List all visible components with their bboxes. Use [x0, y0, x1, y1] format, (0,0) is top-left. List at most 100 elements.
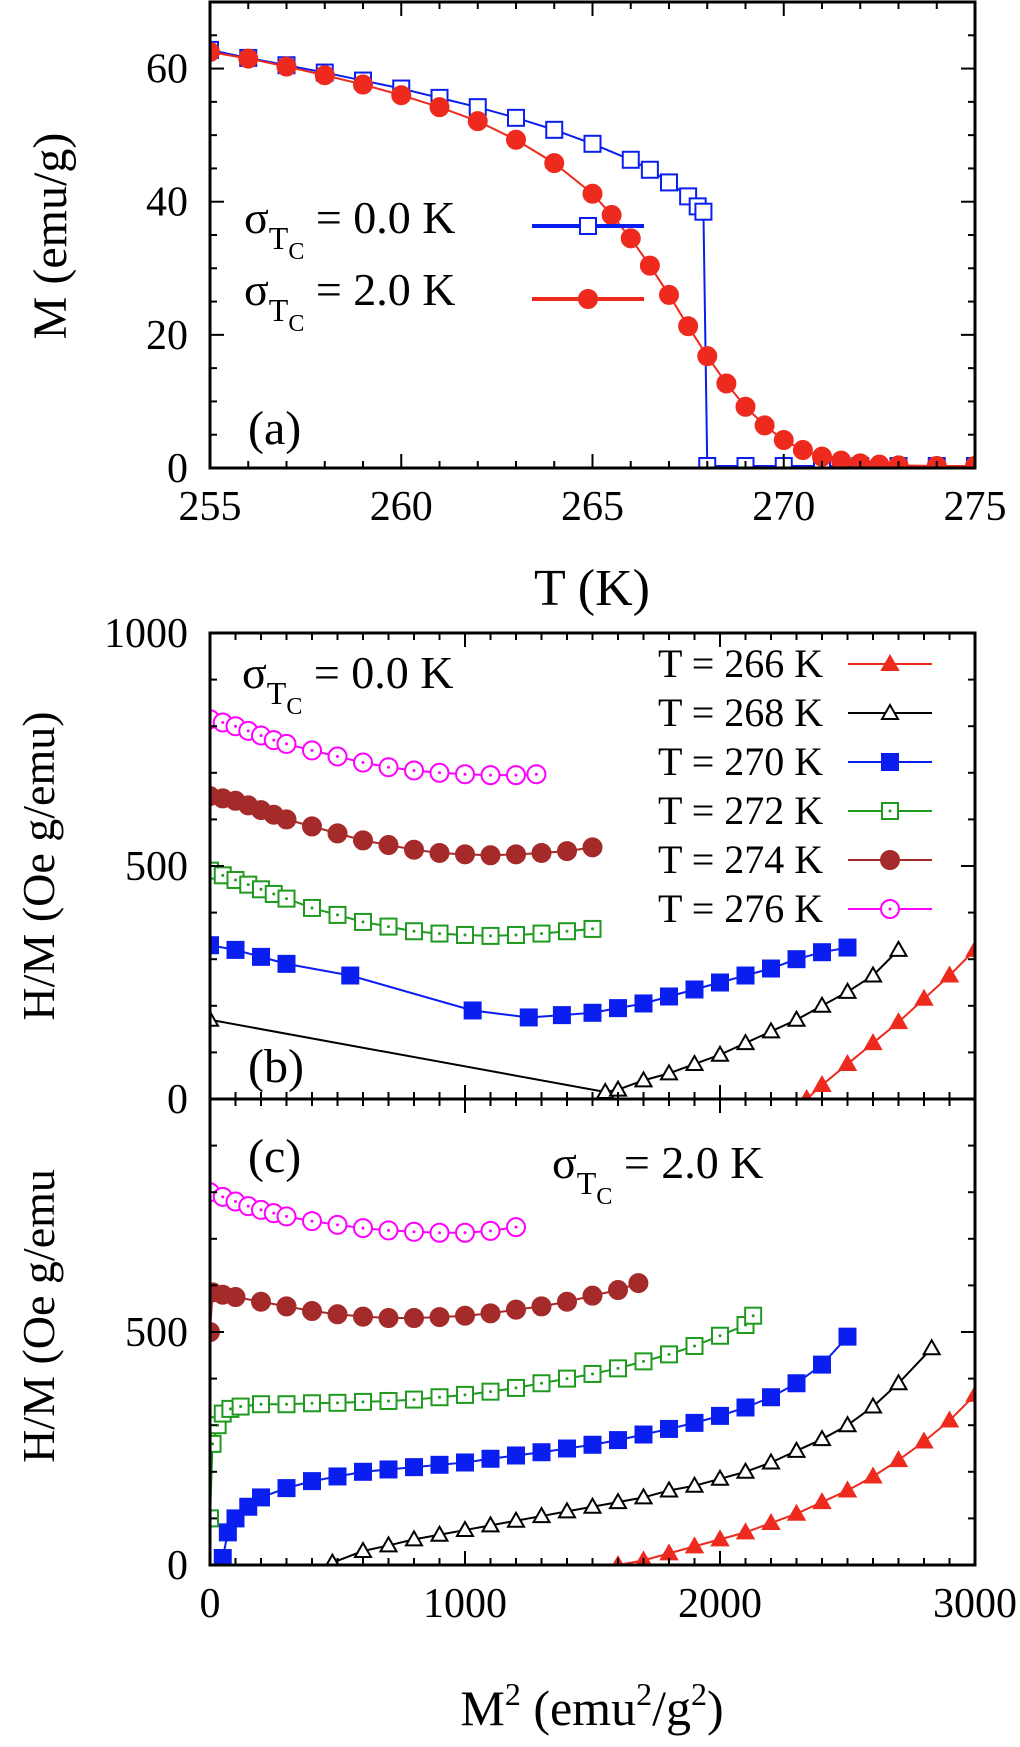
- panel-c-series-1-point: [404, 1529, 424, 1547]
- panel-a-ytick-label: 0: [167, 446, 188, 492]
- panel-c-ytick-label: 500: [125, 1310, 188, 1356]
- panel-c-series-3-point-dot: [239, 1405, 243, 1409]
- panel-c-series-3-point-dot: [228, 1407, 232, 1411]
- panel-b-ytick-label: 500: [125, 844, 188, 890]
- panel-c-ylabel: H/M (Oe g/emu: [13, 1169, 64, 1463]
- legend-b-entry-5: T = 274 K: [658, 837, 823, 882]
- panel-c-series-1-point: [429, 1524, 450, 1542]
- panel-b-series-3-point-dot: [387, 925, 390, 929]
- panel-c-series-0-point: [786, 1503, 807, 1521]
- panel-c-series-5-point-dot: [489, 1229, 492, 1233]
- panel-b-series-2-point: [634, 994, 653, 1013]
- panel-c-series-5-point-dot: [438, 1231, 441, 1235]
- panel-c-series-0-point: [684, 1536, 705, 1554]
- panel-b-ytick-label: 0: [167, 1077, 188, 1123]
- panel-b-series-1-point: [837, 981, 858, 999]
- panel-c-series-3-point-dot: [259, 1402, 263, 1406]
- legend-b-swatch-5: [848, 850, 932, 870]
- legend-swatch-marker: [880, 702, 900, 720]
- panel-c-series-1: [325, 1338, 942, 1565]
- panel-b-series-2-point: [341, 966, 360, 985]
- panel-b-series-2-point: [463, 1001, 482, 1020]
- panel-c-series-3-point: [210, 1434, 222, 1453]
- panel-c-series-1-point: [633, 1487, 654, 1505]
- panel-c-series-1-point: [710, 1468, 730, 1486]
- panel-c-series-1-point: [608, 1492, 628, 1510]
- panel-c-series-0-point: [837, 1480, 858, 1498]
- panel-c-series-4-point: [455, 1305, 475, 1326]
- panel-c-series-1-point: [863, 1396, 883, 1414]
- panel-c-series-2-point: [532, 1443, 551, 1462]
- legend-swatch-marker-dot: [888, 907, 892, 911]
- panel-c-series-2-point: [609, 1431, 627, 1450]
- panel-b-series-3-point-dot: [514, 933, 518, 937]
- legend-swatch-marker: [579, 217, 597, 235]
- panel-a-series-1-point: [429, 97, 450, 118]
- legend-b-entry-6: T = 276 K: [658, 886, 823, 931]
- panel-c-series-3-point-dot: [361, 1400, 365, 1404]
- panel-b-series-3-point-dot: [540, 932, 543, 936]
- panel-c-series-3-point-dot: [565, 1377, 569, 1381]
- panel-a-series-1-point: [314, 65, 335, 86]
- panel-b-series-0-point: [965, 939, 975, 957]
- panel-a-series-1-point: [773, 430, 794, 451]
- panel-a-series-1-point: [506, 129, 526, 150]
- panel-b-series-5-point-dot: [514, 773, 518, 777]
- panel-c-series-4-point: [327, 1304, 348, 1325]
- panel-b-series-1-point: [812, 995, 832, 1013]
- panel-b-series-4-point: [276, 809, 297, 830]
- panel-c-series-4-point: [378, 1308, 399, 1329]
- panel-a-series-1-point: [716, 373, 737, 394]
- panel-b-series-5-point-dot: [412, 768, 416, 772]
- panel-b-series-2-point: [660, 987, 678, 1006]
- panel-c-series-0-point: [965, 1384, 975, 1402]
- panel-a-series-1-point: [276, 56, 297, 77]
- panel-c-series-2-point: [481, 1449, 500, 1468]
- panel-c-series-0-point: [761, 1513, 781, 1531]
- panel-b-series-3: [210, 861, 602, 945]
- panel-c-xtick-label: 3000: [933, 1581, 1017, 1627]
- panel-c-series-3-point-dot: [642, 1359, 645, 1363]
- panel-a-xlabel: T (K): [534, 560, 650, 617]
- panel-b-series-2-point: [519, 1008, 538, 1027]
- panel-c-series-1-point: [684, 1475, 705, 1493]
- panel-b-series-1-point: [761, 1021, 781, 1039]
- panel-b-series-5-point-dot: [534, 772, 538, 776]
- legend-a-entry-1: σTC = 0.0 K: [244, 192, 456, 265]
- panel-b-series-1-point: [210, 1009, 220, 1027]
- panel-c-series-1-point: [353, 1541, 373, 1559]
- panel-c-series-2-point: [405, 1458, 423, 1477]
- panel-c-series-2-point: [303, 1472, 321, 1491]
- panel-c-series-4: [210, 1273, 649, 1342]
- panel-b-series-0-point: [888, 1012, 909, 1030]
- panel-c-series-5-point-dot: [412, 1230, 416, 1234]
- legend-a-entry-2: σTC = 2.0 K: [244, 264, 456, 337]
- panel-b-series-2-point: [277, 954, 296, 973]
- legend-swatch-marker-dot: [888, 809, 892, 813]
- panel-c-series-4-point: [506, 1299, 526, 1320]
- panel-c-series-5-point-dot: [234, 1200, 237, 1204]
- panel-c-series-1-point: [506, 1510, 526, 1528]
- panel-b-label: (b): [248, 1040, 304, 1093]
- panel-a-series-1-point: [697, 346, 718, 367]
- panel-b-series-2-point: [609, 999, 627, 1018]
- panel-b-series-1-point: [633, 1070, 654, 1088]
- panel-b-series-5-point-dot: [387, 765, 390, 769]
- panel-c-series-5-point-dot: [514, 1225, 518, 1229]
- panel-b-series-4-point: [531, 842, 552, 863]
- panel-c-annotation: σTC = 2.0 K: [552, 1137, 764, 1210]
- panel-a-ylabel: M (emu/g): [24, 133, 77, 340]
- panel-c-series-0-point: [863, 1466, 883, 1484]
- panel-c-series-3-point-dot: [310, 1401, 314, 1405]
- panel-a-series-1-point: [678, 316, 699, 337]
- panel-c-series-1-point: [378, 1535, 399, 1553]
- panel-b-frame: [208, 631, 977, 1101]
- panel-b-series-2-point: [552, 1006, 571, 1025]
- panel-c-series-0-point: [914, 1431, 934, 1449]
- panel-b-series-2-point: [583, 1003, 602, 1022]
- panel-b-series-4-point: [327, 823, 348, 844]
- panel-b-series-1: [210, 939, 909, 1099]
- panel-c-series-2-point: [583, 1435, 602, 1454]
- panel-c-series-1-point: [557, 1501, 577, 1519]
